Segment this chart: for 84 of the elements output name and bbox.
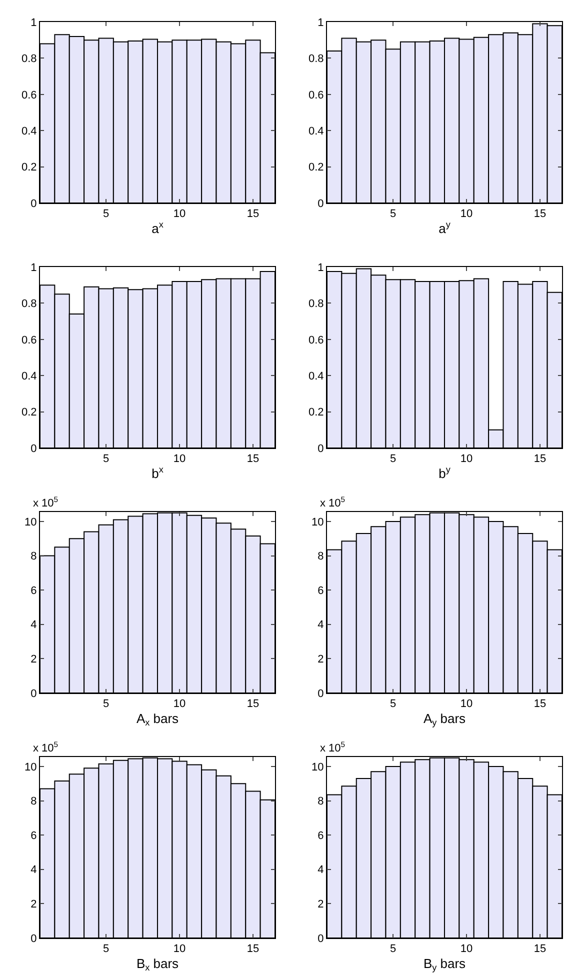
- x-tick-label: 10: [460, 208, 473, 220]
- text: x 10$^{5}$: [33, 495, 58, 510]
- text: x 10$^{5}$: [320, 740, 346, 755]
- y-tick-label: 4: [318, 619, 324, 632]
- x-tick-label: 10: [173, 453, 186, 466]
- y-tick-label: 10: [24, 516, 37, 528]
- y-tick-label: 0: [30, 198, 37, 210]
- x-tick-label: 5: [390, 943, 396, 956]
- x-axis-title: b$^{y}$: [438, 464, 451, 481]
- y-tick-label: 2: [30, 898, 37, 911]
- y-tick-label: 0.2: [308, 162, 324, 174]
- x-axis-title: A$_{x}$ bars: [136, 710, 180, 728]
- x-axis-title: B$_{y}$ bars: [423, 956, 466, 973]
- x-axis-title: a$^{x}$: [152, 219, 164, 236]
- x-tick-label: 10: [460, 453, 473, 466]
- x-tick-label: 15: [534, 943, 546, 956]
- y-tick-label: 0: [318, 442, 324, 455]
- y-tick-label: 0: [318, 688, 324, 700]
- y-tick-label: 0.4: [22, 370, 37, 382]
- x-tick-label: 10: [173, 698, 186, 710]
- y-tick-label: 4: [30, 864, 37, 876]
- y-tick-label: 0: [318, 932, 324, 945]
- y-tick-label: 0.4: [308, 125, 324, 138]
- x-tick-label: 5: [390, 208, 396, 220]
- y-tick-label: 10: [312, 761, 324, 774]
- y-tick-label: 8: [30, 796, 37, 808]
- y-tick-label: 6: [30, 830, 37, 842]
- x-axis-title: b$^{x}$: [152, 464, 164, 481]
- y-tick-label: 0: [318, 198, 324, 210]
- y-tick-label: 0.6: [22, 89, 37, 102]
- y-tick-label: 2: [318, 654, 324, 666]
- y-tick-label: 10: [24, 761, 37, 774]
- x-tick-label: 10: [173, 943, 186, 956]
- y-tick-label: 0: [30, 688, 37, 700]
- y-tick-label: 0.8: [22, 298, 37, 310]
- y-tick-label: 1: [30, 16, 37, 29]
- x-tick-label: 10: [460, 943, 473, 956]
- y-tick-label: 0.8: [308, 298, 324, 310]
- x-tick-label: 10: [460, 698, 473, 710]
- x-tick-label: 10: [173, 208, 186, 220]
- y-tick-label: 1: [318, 16, 324, 29]
- y-tick-label: 6: [318, 830, 324, 842]
- y-tick-label: 8: [318, 796, 324, 808]
- text: x 10$^{5}$: [33, 740, 58, 755]
- x-tick-label: 5: [390, 453, 396, 466]
- y-tick-label: 1: [318, 262, 324, 274]
- x-tick-label: 15: [534, 698, 546, 710]
- y-tick-label: 6: [30, 584, 37, 597]
- y-tick-label: 1: [30, 262, 37, 274]
- y-tick-label: 8: [318, 550, 324, 563]
- x-tick-label: 5: [390, 698, 396, 710]
- y-tick-label: 0.6: [22, 334, 37, 346]
- x-tick-label: 15: [246, 208, 260, 220]
- y-tick-label: 0: [30, 932, 37, 945]
- x-axis-title: a$^{y}$: [438, 219, 451, 236]
- y-tick-label: 0.4: [308, 370, 324, 382]
- y-tick-label: 0.2: [22, 406, 37, 419]
- y-tick-label: 0.2: [22, 162, 37, 174]
- x-tick-label: 5: [103, 208, 110, 220]
- x-tick-label: 5: [103, 453, 110, 466]
- y-tick-label: 4: [318, 864, 324, 876]
- y-tick-label: 10: [312, 516, 324, 528]
- text: x 10$^{5}$: [320, 495, 346, 510]
- x-tick-label: 15: [246, 453, 260, 466]
- y-tick-label: 0.4: [22, 125, 37, 138]
- x-axis-title: B$_{x}$ bars: [136, 956, 180, 973]
- x-tick-label: 15: [534, 208, 546, 220]
- x-tick-label: 5: [103, 943, 110, 956]
- x-tick-label: 15: [534, 453, 546, 466]
- y-tick-label: 0.8: [308, 53, 324, 66]
- y-tick-label: 2: [30, 654, 37, 666]
- x-tick-label: 5: [103, 698, 110, 710]
- y-tick-label: 0.6: [308, 334, 324, 346]
- y-tick-label: 4: [30, 619, 37, 632]
- x-tick-label: 15: [246, 698, 260, 710]
- y-tick-label: 2: [318, 898, 324, 911]
- y-tick-label: 0.2: [308, 406, 324, 419]
- y-tick-label: 6: [318, 584, 324, 597]
- y-tick-label: 0.6: [308, 89, 324, 102]
- y-tick-label: 8: [30, 550, 37, 563]
- y-tick-label: 0.8: [22, 53, 37, 66]
- x-tick-label: 15: [246, 943, 260, 956]
- y-tick-label: 0: [30, 442, 37, 455]
- x-axis-title: A$_{y}$ bars: [423, 710, 466, 728]
